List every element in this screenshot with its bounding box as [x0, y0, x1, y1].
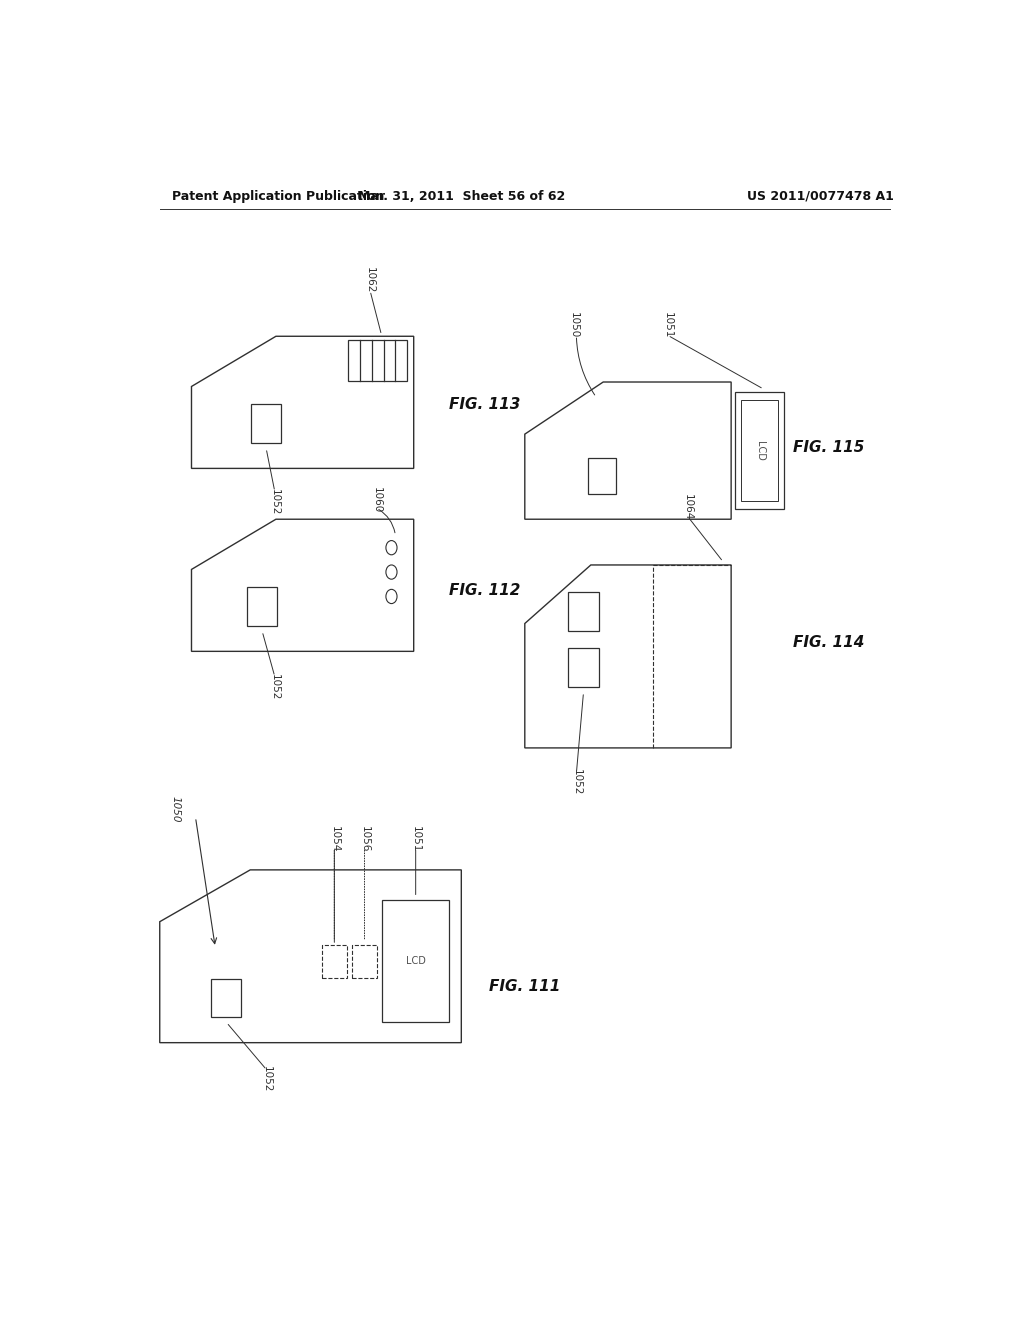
- Text: FIG. 111: FIG. 111: [489, 979, 560, 994]
- Bar: [247, 587, 278, 626]
- Text: 1052: 1052: [269, 673, 280, 700]
- Bar: [568, 648, 599, 686]
- Text: Patent Application Publication: Patent Application Publication: [172, 190, 384, 202]
- Text: FIG. 113: FIG. 113: [450, 397, 521, 412]
- Text: LCD: LCD: [755, 441, 765, 461]
- Bar: [735, 392, 784, 510]
- Text: 1050: 1050: [171, 796, 180, 822]
- Text: 1060: 1060: [372, 487, 381, 513]
- Bar: [251, 404, 282, 444]
- Bar: [352, 945, 377, 978]
- Bar: [588, 458, 616, 494]
- Bar: [741, 400, 778, 500]
- Text: 1056: 1056: [359, 826, 370, 853]
- Text: 1064: 1064: [682, 494, 692, 520]
- Text: 1051: 1051: [663, 312, 673, 338]
- Text: 1050: 1050: [569, 312, 579, 338]
- Bar: [348, 341, 408, 381]
- Text: US 2011/0077478 A1: US 2011/0077478 A1: [746, 190, 894, 202]
- Text: 1062: 1062: [365, 267, 375, 293]
- Text: 1052: 1052: [269, 488, 280, 515]
- Text: 1052: 1052: [262, 1067, 272, 1093]
- Text: FIG. 115: FIG. 115: [793, 440, 864, 454]
- Text: 1052: 1052: [571, 770, 582, 796]
- Text: Mar. 31, 2011  Sheet 56 of 62: Mar. 31, 2011 Sheet 56 of 62: [357, 190, 565, 202]
- Text: LCD: LCD: [406, 957, 426, 966]
- Text: FIG. 114: FIG. 114: [793, 635, 864, 649]
- Bar: [211, 978, 242, 1018]
- Text: FIG. 112: FIG. 112: [450, 583, 521, 598]
- Bar: [568, 593, 599, 631]
- Bar: [322, 945, 347, 978]
- Text: 1051: 1051: [411, 826, 421, 853]
- Bar: [382, 900, 450, 1022]
- Text: 1054: 1054: [330, 826, 339, 853]
